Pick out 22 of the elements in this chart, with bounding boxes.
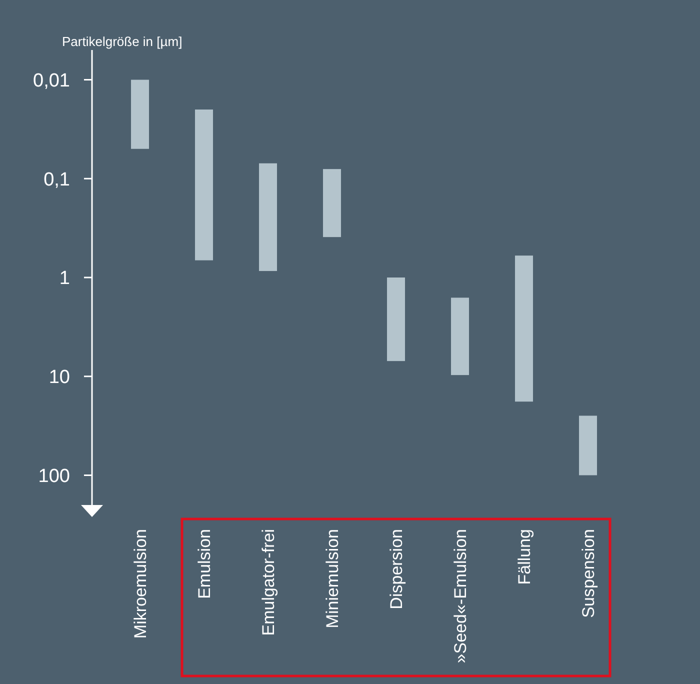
bar [451,298,469,376]
y-tick-label: 10 [48,367,70,388]
y-tick-label: 1 [59,268,70,290]
bar [515,256,533,402]
bar [323,169,341,238]
bar [259,163,277,272]
bar [387,278,405,362]
bar [579,416,597,476]
y-axis-title: Partikelgröße in [µm] [62,34,182,49]
x-tick-label: Miniemulsion [322,529,342,628]
x-tick-label: Emulsion [194,529,214,599]
y-tick-label: 100 [38,466,70,487]
y-tick-label: 0,1 [44,169,70,190]
x-tick-label: »Seed«-Emulsion [450,529,470,664]
bar [131,80,149,149]
x-tick-label: Emulgator-frei [258,529,278,636]
y-tick-label: 0,01 [33,70,70,92]
x-tick-label: Dispersion [386,529,406,610]
x-tick-label: Mikroemulsion [130,529,150,639]
bar [195,110,213,260]
x-tick-label: Suspension [578,529,598,618]
x-tick-label: Fällung [514,529,534,585]
